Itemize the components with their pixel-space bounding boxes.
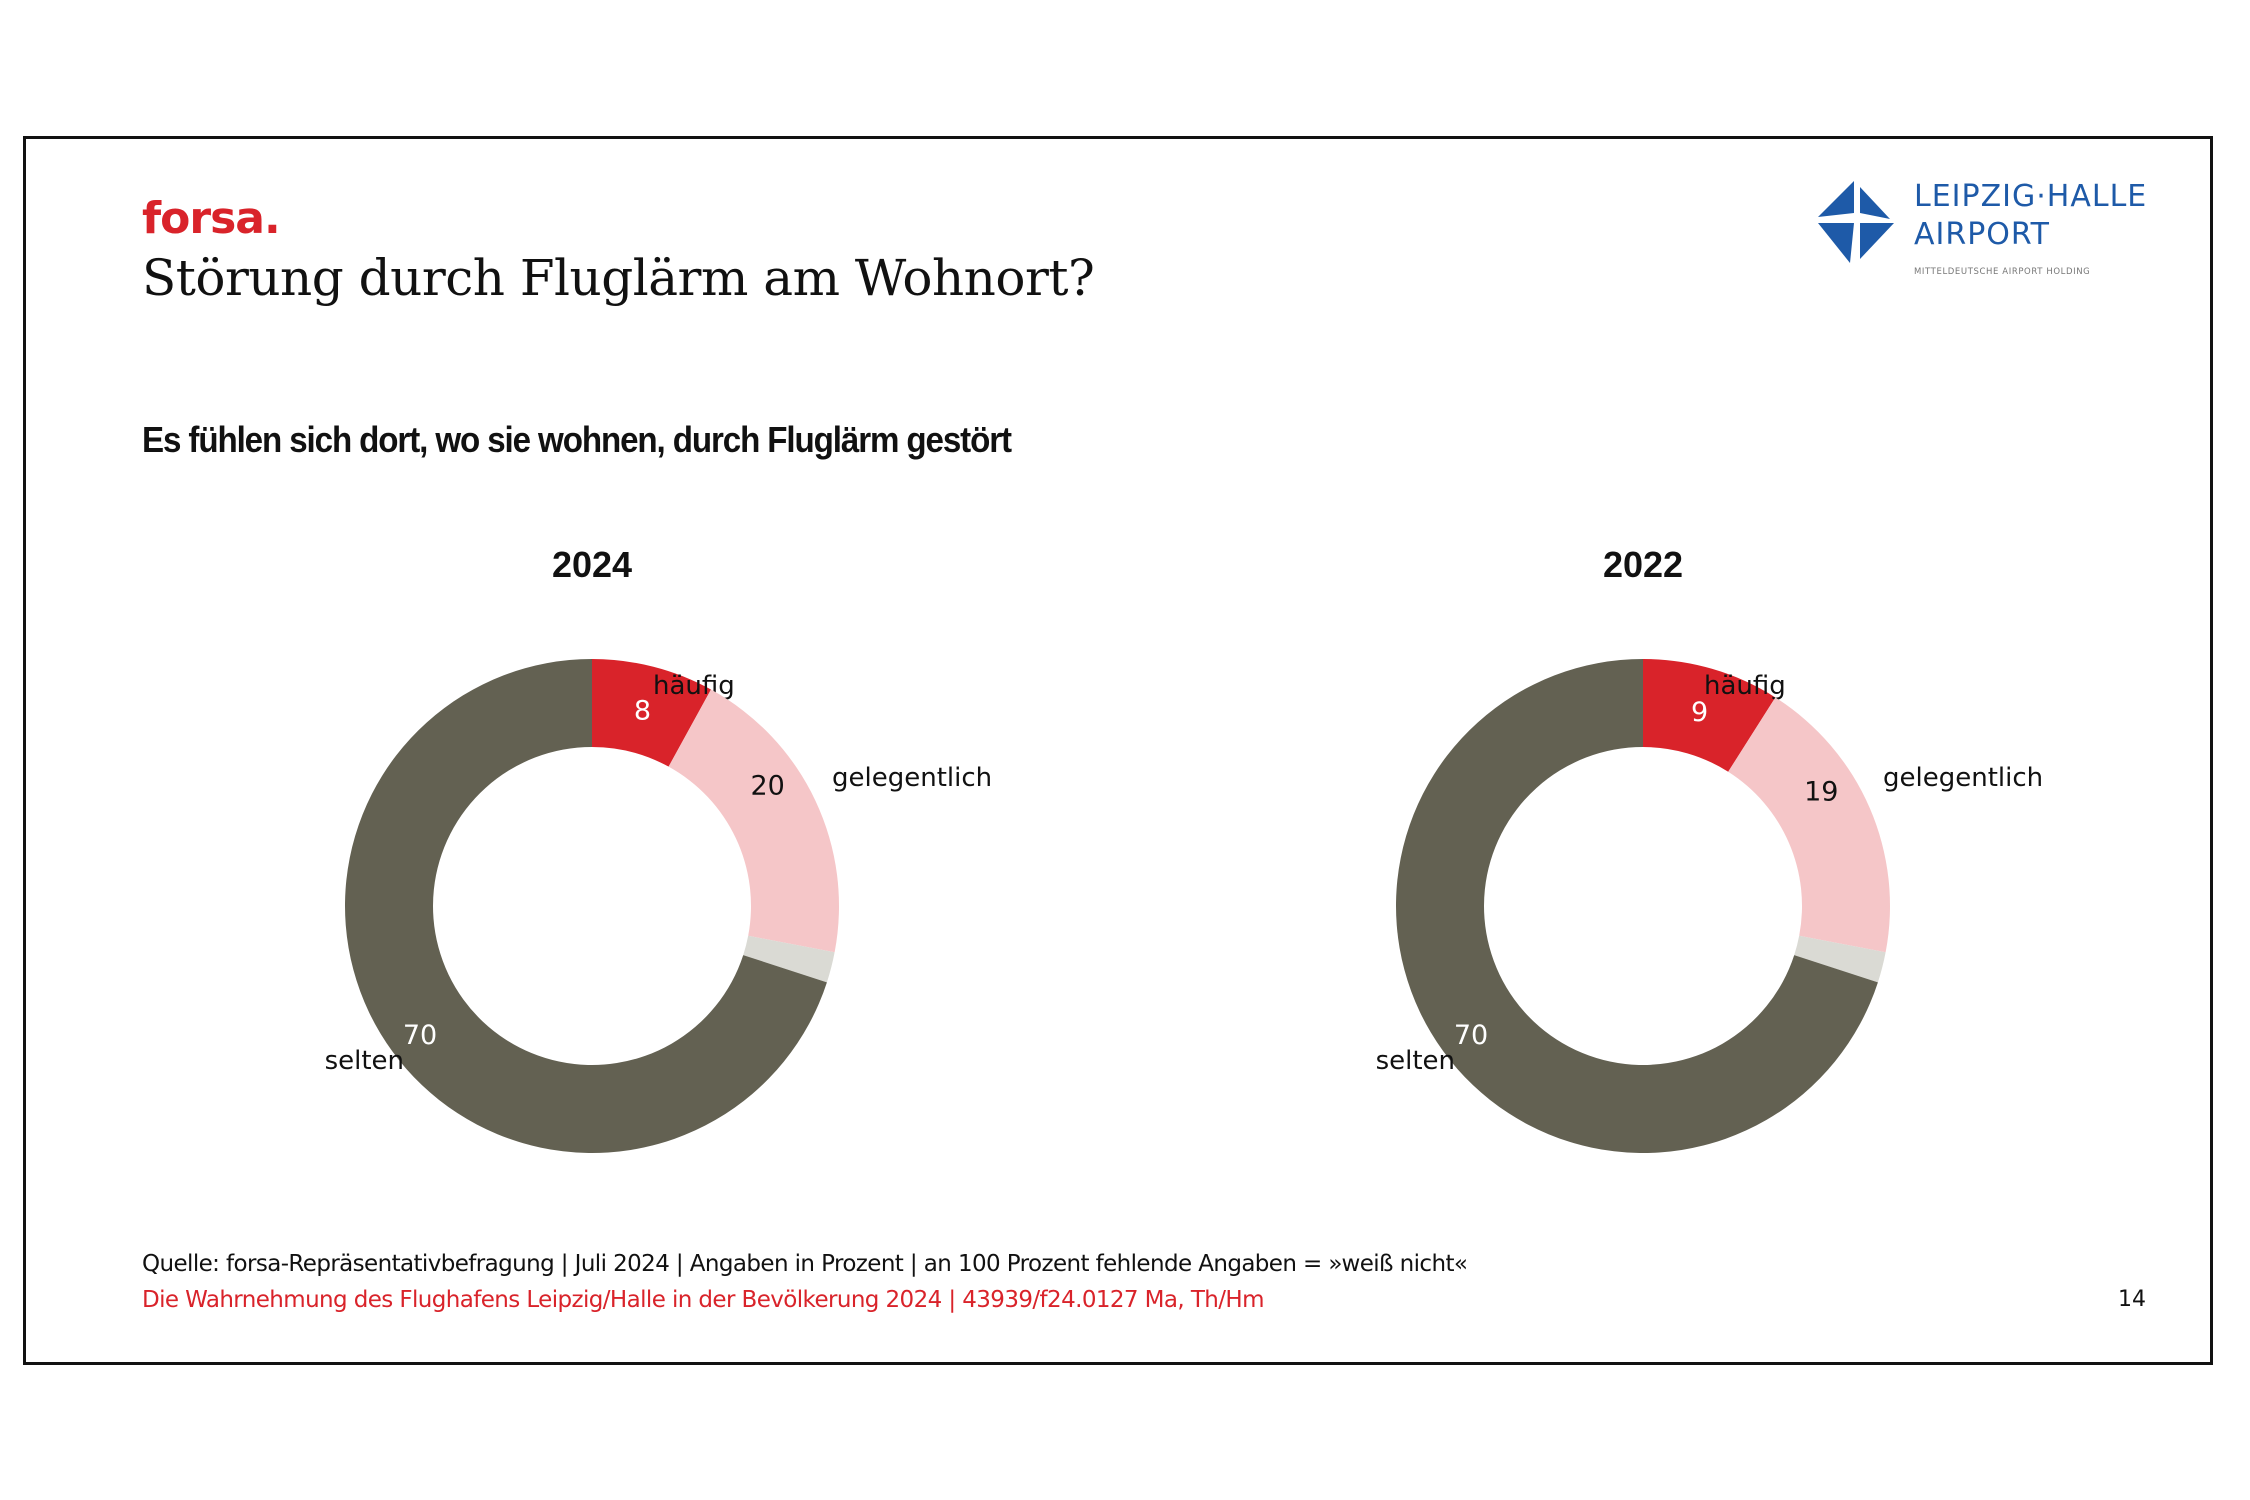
chart-title: 2022 [1603, 544, 1683, 585]
value-label-selten: 70 [403, 1020, 437, 1051]
slide-title: Störung durch Fluglärm am Wohnort? [142, 249, 1095, 307]
value-label-haeufig: 9 [1691, 697, 1708, 728]
source-note: Quelle: forsa-Repräsentativbefragung | J… [142, 1251, 1468, 1277]
slide: forsa. Störung durch Fluglärm am Wohnort… [23, 136, 2213, 1365]
slice-gelegentlich [668, 689, 839, 953]
value-label-haeufig: 8 [634, 695, 651, 726]
slice-weiss_nicht [743, 935, 835, 983]
logo-tagline: MITTELDEUTSCHE AIRPORT HOLDING [1914, 267, 2091, 277]
chart-subtitle: Es fühlen sich dort, wo sie wohnen, durc… [142, 419, 1012, 460]
logo-text-line2: AIRPORT [1914, 217, 2050, 252]
slice-selten [1396, 659, 1878, 1153]
slice-haeufig [592, 659, 711, 767]
category-label-selten: selten [325, 1046, 404, 1076]
value-label-selten: 70 [1454, 1020, 1488, 1051]
category-label-selten: selten [1376, 1046, 1455, 1076]
category-label-gelegentlich: gelegentlich [1883, 763, 2043, 793]
slice-weiss_nicht [1794, 935, 1886, 983]
category-label-haeufig: häufig [1704, 671, 1786, 701]
slice-selten [345, 659, 827, 1153]
slice-gelegentlich [1728, 697, 1891, 953]
airport-logo: LEIPZIG·HALLE AIRPORT MITTELDEUTSCHE AIR… [1816, 179, 2176, 289]
chart-title: 2024 [552, 544, 632, 585]
value-label-gelegentlich: 20 [751, 771, 785, 802]
slice-haeufig [1643, 659, 1776, 772]
report-reference: Die Wahrnehmung des Flughafens Leipzig/H… [142, 1287, 1265, 1313]
airport-diamond-logo-icon [1818, 181, 1894, 263]
category-label-gelegentlich: gelegentlich [832, 763, 992, 793]
page-number: 14 [2118, 1287, 2146, 1312]
forsa-brand-logo: forsa. [142, 193, 281, 244]
value-label-gelegentlich: 19 [1804, 776, 1838, 807]
logo-text-line1: LEIPZIG·HALLE [1914, 179, 2148, 214]
